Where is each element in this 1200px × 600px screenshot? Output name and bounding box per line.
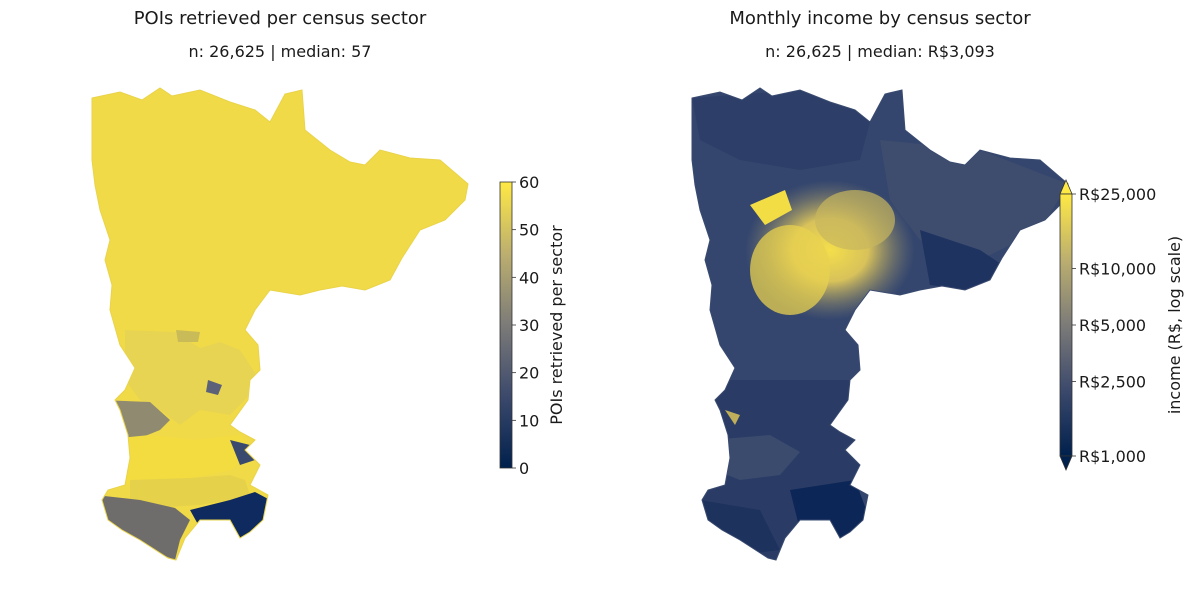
poi-chart-title: POIs retrieved per census sector xyxy=(133,8,427,29)
poi-map xyxy=(91,87,469,561)
income-colorbar-extend-max xyxy=(1059,178,1073,195)
poi-colorbar-tick-label: 50 xyxy=(519,221,539,240)
income-colorbar-tick-label: R$25,000 xyxy=(1079,185,1156,204)
poi-colorbar-label: POIs retrieved per sector xyxy=(547,225,566,425)
poi-colorbar-tick-label: 40 xyxy=(519,268,539,287)
poi-chart-subtitle: n: 26,625 | median: 57 xyxy=(188,42,372,61)
poi-colorbar-tick-label: 0 xyxy=(519,459,529,478)
income-map xyxy=(691,87,1069,561)
income-colorbar-gradient xyxy=(1059,193,1073,457)
poi-colorbar: 0 10 20 30 40 50 60 POIs retrieved per sector xyxy=(499,173,566,478)
income-chart-title: Monthly income by census sector xyxy=(729,8,1031,29)
income-colorbar-label: income (R$, log scale) xyxy=(1165,236,1184,414)
income-chart-subtitle: n: 26,625 | median: R$3,093 xyxy=(765,42,995,61)
income-colorbar-tick-label: R$5,000 xyxy=(1079,316,1146,335)
income-colorbar-tick-label: R$2,500 xyxy=(1079,372,1146,391)
poi-colorbar-tick-label: 10 xyxy=(519,411,539,430)
income-colorbar-tick-label: R$10,000 xyxy=(1079,260,1156,279)
poi-colorbar-tick-label: 60 xyxy=(519,173,539,192)
poi-colorbar-tick-label: 30 xyxy=(519,316,539,335)
poi-colorbar-gradient xyxy=(499,181,513,469)
income-colorbar: R$1,000 R$2,500 R$5,000 R$10,000 R$25,000 in… xyxy=(1059,178,1184,472)
poi-panel: POIs retrieved per census sector n: 26,6… xyxy=(91,8,566,561)
poi-colorbar-tick-label: 20 xyxy=(519,364,539,383)
income-panel: Monthly income by census sector n: 26,62… xyxy=(600,0,1200,600)
income-colorbar-tick-label: R$1,000 xyxy=(1079,447,1146,466)
income-colorbar-extend-min xyxy=(1059,455,1073,472)
